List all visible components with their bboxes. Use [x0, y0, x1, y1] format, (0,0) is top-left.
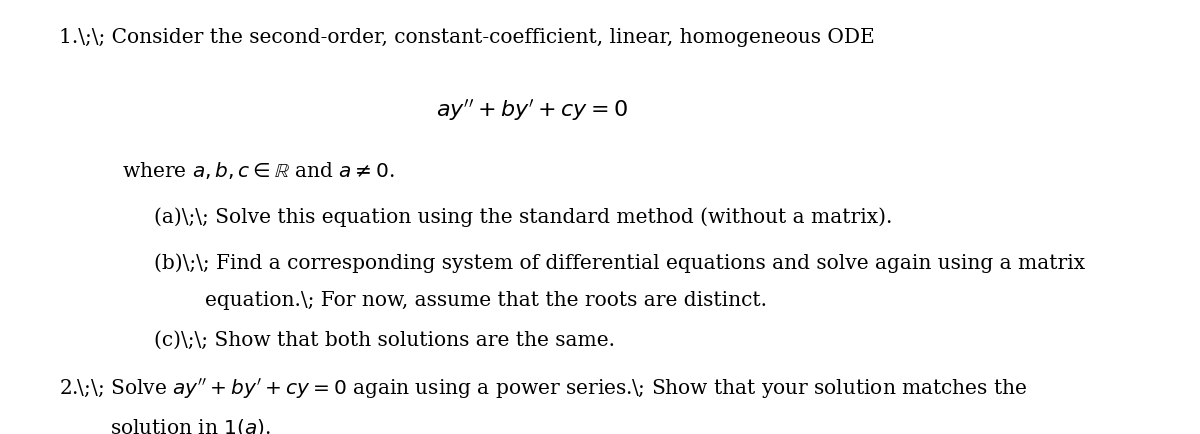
Text: $ay'' + by' + cy = 0$: $ay'' + by' + cy = 0$ [436, 98, 628, 123]
Text: equation.\; For now, assume that the roots are distinct.: equation.\; For now, assume that the roo… [205, 290, 767, 309]
Text: (a)\;\; Solve this equation using the standard method (without a matrix).: (a)\;\; Solve this equation using the st… [155, 207, 893, 227]
Text: (b)\;\; Find a corresponding system of differential equations and solve again us: (b)\;\; Find a corresponding system of d… [155, 253, 1086, 273]
Text: where $a, b, c \in \mathbb{R}$ and $a \neq 0$.: where $a, b, c \in \mathbb{R}$ and $a \n… [122, 159, 395, 180]
Text: 1.\;\; Consider the second-order, constant-coefficient, linear, homogeneous ODE: 1.\;\; Consider the second-order, consta… [59, 28, 875, 47]
Text: (c)\;\; Show that both solutions are the same.: (c)\;\; Show that both solutions are the… [155, 330, 616, 349]
Text: 2.\;\; Solve $ay'' + by' + cy = 0$ again using a power series.\; Show that your : 2.\;\; Solve $ay'' + by' + cy = 0$ again… [59, 376, 1027, 400]
Text: solution in $1(a)$.: solution in $1(a)$. [109, 416, 270, 434]
